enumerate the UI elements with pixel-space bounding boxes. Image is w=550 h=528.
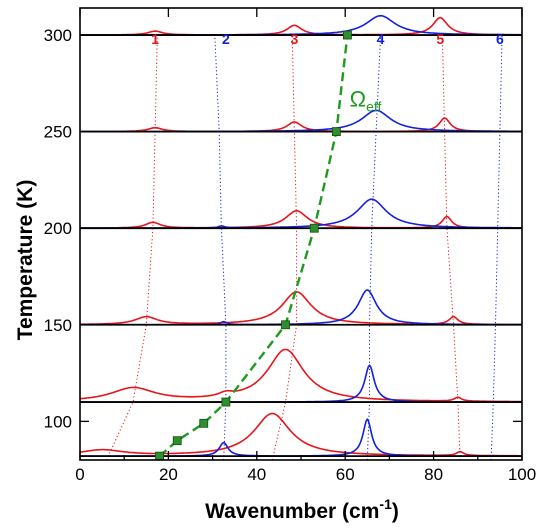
x-tick-label-80: 80 — [424, 465, 443, 484]
x-tick-label-0: 0 — [75, 465, 84, 484]
omega-eff-marker-1 — [155, 451, 164, 461]
omega-eff-marker-2 — [172, 436, 182, 446]
omega-eff-marker-7 — [331, 127, 341, 137]
mode-label-3: 3 — [290, 31, 298, 47]
mode-label-6: 6 — [496, 31, 504, 47]
mode-label-5: 5 — [436, 31, 444, 47]
spectrum-300K-red — [80, 16, 522, 36]
spectrum-110K-red — [79, 348, 522, 403]
spectrum-82K-red — [79, 412, 522, 457]
spectrum-200K-red — [80, 209, 522, 229]
omega-eff-marker-6 — [309, 223, 319, 233]
omega-eff-label: Ωeff — [350, 87, 382, 115]
mode-label-1: 1 — [151, 31, 159, 47]
spectrum-150K-blue — [80, 289, 522, 326]
spectrum-250K-red — [79, 117, 522, 133]
omega-eff-line — [158, 34, 349, 458]
y-axis-title: Temperature (K) — [14, 180, 37, 341]
y-tick-label-200: 200 — [44, 219, 72, 238]
x-tick-label-60: 60 — [336, 465, 355, 484]
plot-area: Ωeff 1 2 3 4 5 6 — [79, 14, 522, 461]
y-tick-label-300: 300 — [44, 26, 72, 45]
omega-eff-marker-8 — [343, 30, 352, 40]
x-axis-title: Wavenumber (cm-1) — [205, 496, 399, 523]
omega-eff-marker-5 — [281, 320, 290, 330]
omega-eff-marker-4 — [221, 397, 231, 407]
mode-guide-2 — [214, 34, 227, 461]
x-tick-label-20: 20 — [159, 465, 178, 484]
mode-label-4: 4 — [377, 31, 385, 47]
spectrum-110K-blue — [80, 364, 522, 403]
axes-ticks: 0 20 40 60 80 100 100 150 200 250 300 — [44, 7, 536, 484]
y-tick-label-250: 250 — [44, 123, 72, 142]
mode-guide-6 — [490, 34, 503, 461]
omega-eff-marker-3 — [199, 418, 209, 428]
y-tick-label-150: 150 — [44, 316, 72, 335]
spectrum-300K-blue — [80, 14, 522, 36]
mode-label-2: 2 — [222, 31, 230, 47]
x-tick-label-100: 100 — [508, 465, 536, 484]
spectrum-82K-blue — [80, 418, 522, 457]
mode-guide-3 — [271, 34, 298, 461]
mode-guide-1 — [106, 34, 158, 461]
plot-frame — [79, 7, 523, 461]
x-tick-label-40: 40 — [247, 465, 266, 484]
spectrum-150K-red — [80, 291, 522, 326]
y-tick-label-100: 100 — [44, 412, 72, 431]
mode-guide-5 — [441, 34, 461, 461]
